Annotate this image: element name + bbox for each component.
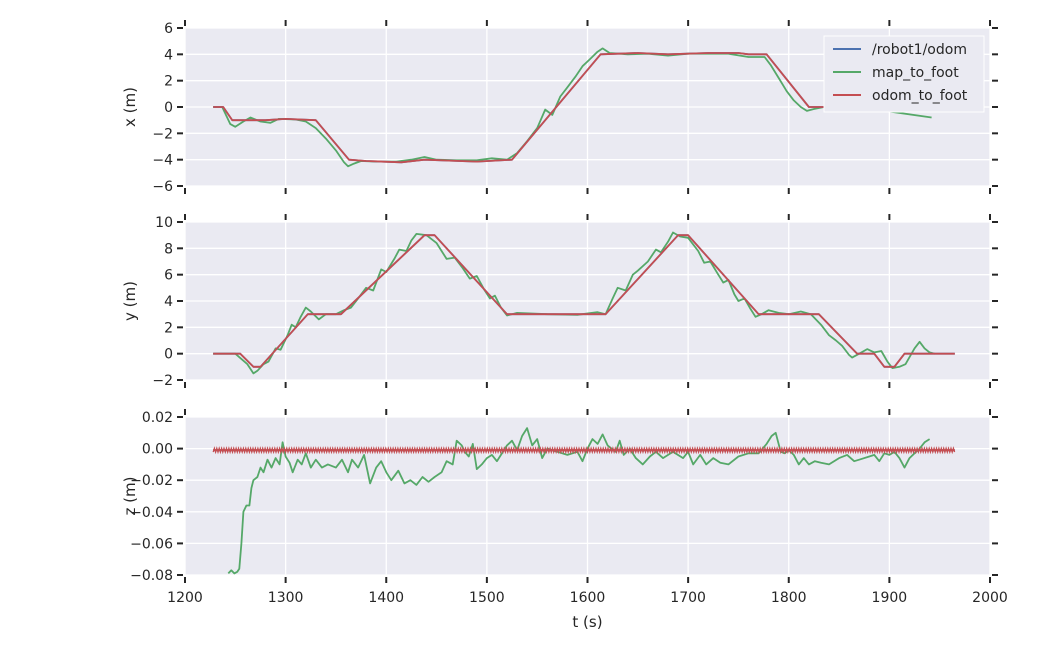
y-tick-label: −6 (152, 179, 173, 195)
series-line-odom-to-foot (213, 234, 955, 368)
y-tick-label: 8 (164, 241, 173, 257)
legend: /robot1/odom map_to_foot odom_to_foot (823, 35, 985, 113)
y-tick-label: 6 (164, 21, 173, 37)
x-tick-label: 2000 (972, 590, 1008, 606)
series-group (212, 427, 956, 575)
y-tick-label: 0 (164, 347, 173, 363)
y-axis-label: z (m) (121, 477, 139, 516)
x-tick-label: 1800 (771, 590, 807, 606)
y-tick-label: −2 (152, 373, 173, 389)
y-tick-label: 2 (164, 74, 173, 90)
x-tick-label: 1300 (268, 590, 304, 606)
series-line-odom-to-foot (213, 52, 829, 164)
y-axis-label: x (m) (121, 87, 139, 127)
series-line-map-to-foot (227, 427, 931, 575)
legend-label: odom_to_foot (872, 88, 968, 104)
x-tick-label: 1200 (167, 590, 203, 606)
series-line-odom-to-foot-noise (212, 446, 956, 455)
x-tick-label: 1700 (670, 590, 706, 606)
y-axis-label: y (m) (121, 281, 139, 321)
y-tick-label: −0.02 (130, 473, 173, 489)
y-tick-label: −0.06 (130, 536, 173, 552)
y-tick-label: 0.02 (142, 410, 173, 426)
subplot-y: −2 0 2 4 6 8 10 y (m) (121, 214, 998, 389)
y-tick-label: 0.00 (142, 442, 173, 458)
y-tick-label: 10 (155, 215, 173, 231)
y-tick-label: 4 (164, 294, 173, 310)
y-tick-label: 6 (164, 268, 173, 284)
y-tick-label: −2 (152, 126, 173, 142)
y-tick-label: −4 (152, 153, 173, 169)
x-tick-label: 1400 (368, 590, 404, 606)
y-tick-label: 4 (164, 47, 173, 63)
series-line-map-to-foot (213, 47, 932, 168)
y-tick-label: −0.04 (130, 505, 173, 521)
series-line-map-to-foot (213, 231, 935, 375)
series-group (213, 47, 932, 168)
series-group (213, 231, 955, 375)
x-axis-label: t (s) (572, 613, 602, 631)
x-tick-label: 1900 (872, 590, 908, 606)
legend-label: map_to_foot (872, 65, 959, 81)
x-tick-label: 1500 (469, 590, 505, 606)
y-tick-label: −0.08 (130, 568, 173, 584)
y-tick-label: 0 (164, 100, 173, 116)
x-tick-label: 1600 (570, 590, 606, 606)
legend-label: /robot1/odom (872, 42, 967, 58)
y-tick-label: 2 (164, 320, 173, 336)
subplot-z: −0.08 −0.06 −0.04 −0.02 0.00 0.02 z (m) (121, 409, 998, 584)
